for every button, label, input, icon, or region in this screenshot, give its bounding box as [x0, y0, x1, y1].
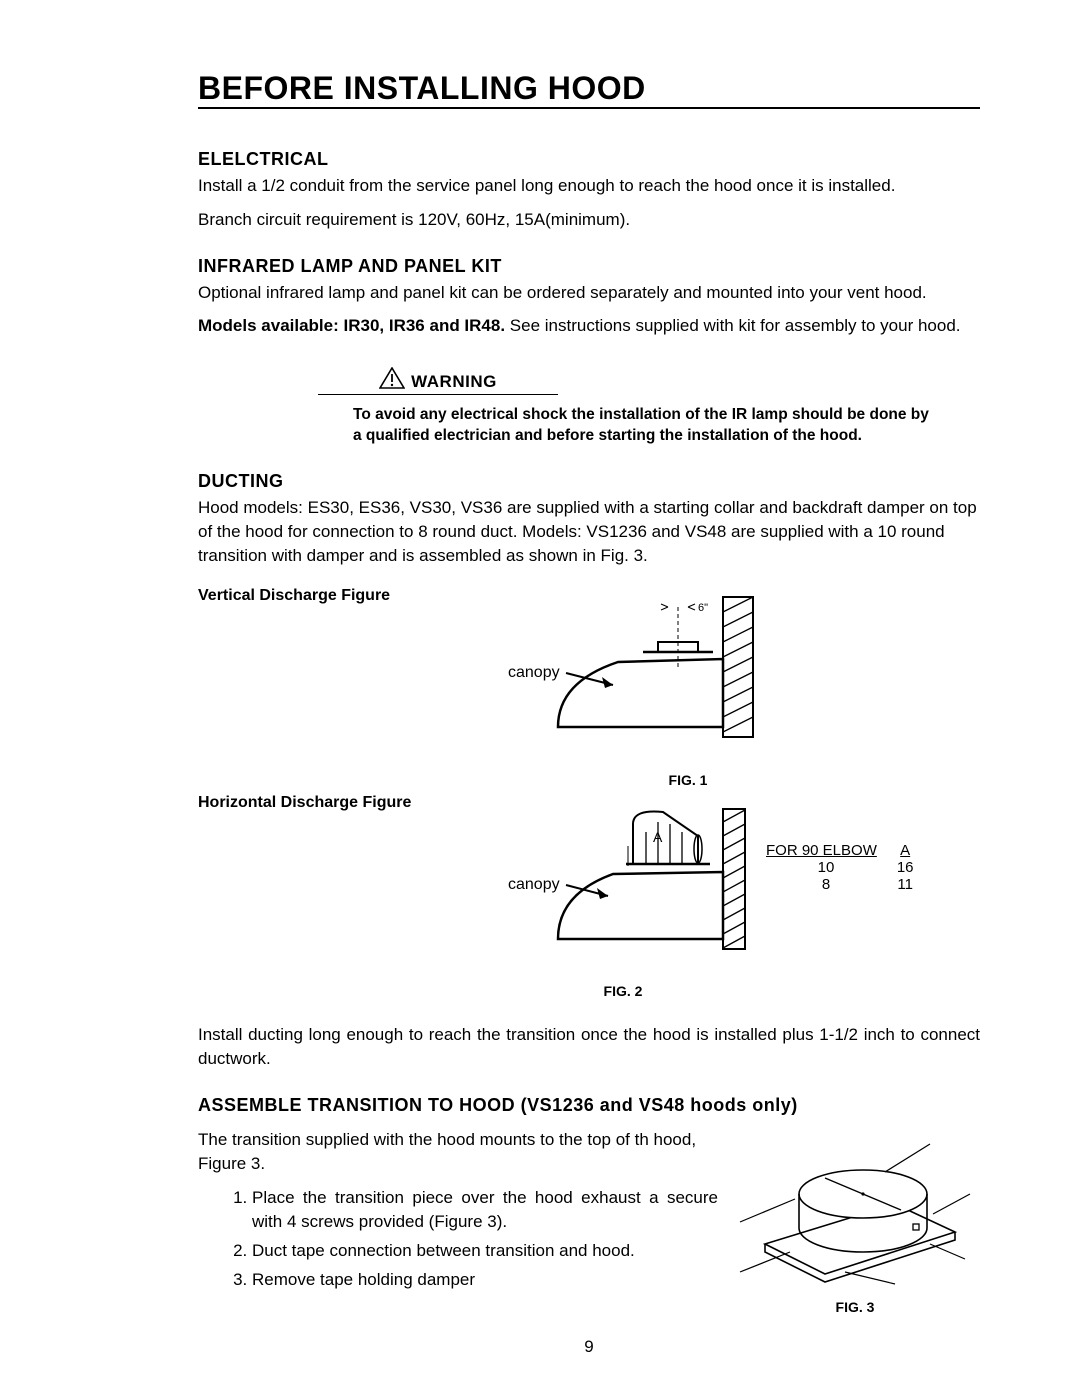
canopy-label-2: canopy — [508, 876, 560, 893]
canopy-label-1: canopy — [508, 664, 560, 681]
warning-body: To avoid any electrical shock the instal… — [353, 405, 933, 447]
title-rule: BEFORE INSTALLING HOOD — [198, 70, 980, 109]
assemble-row: The transition supplied with the hood mo… — [198, 1124, 980, 1315]
irkit-models: Models available: IR30, IR36 and IR48. — [198, 316, 505, 335]
fig3-diagram — [735, 1124, 975, 1294]
ducting-p1: Hood models: ES30, ES36, VS30, VS36 are … — [198, 496, 980, 567]
ducting-p2: Install ducting long enough to reach the… — [198, 1023, 980, 1071]
irkit-heading: INFRARED LAMP AND PANEL KIT — [198, 256, 980, 277]
a-label: A — [653, 829, 663, 845]
elbow-col1-header: FOR 90 ELBOW — [766, 842, 886, 859]
page-title: BEFORE INSTALLING HOOD — [198, 70, 980, 107]
elbow-r2c1: 8 — [766, 876, 886, 893]
warning-label: WARNING — [411, 372, 497, 392]
fig2-row: Horizontal Discharge Figure A — [198, 794, 980, 999]
page-number: 9 — [198, 1337, 980, 1357]
irkit-p2b: See instructions supplied with kit for a… — [505, 316, 960, 335]
fig1-diagram: 6" — [498, 587, 898, 767]
electrical-p2: Branch circuit requirement is 120V, 60Hz… — [198, 208, 980, 232]
assemble-step-1: Place the transition piece over the hood… — [252, 1186, 718, 1235]
fig1-caption: FIG. 1 — [558, 772, 818, 788]
fig1-row: Vertical Discharge Figure 6" — [198, 587, 980, 788]
elbow-r1c2: 16 — [890, 859, 920, 876]
irkit-p2: Models available: IR30, IR36 and IR48. S… — [198, 314, 980, 338]
fig2-diagram: A — [498, 794, 748, 974]
elbow-col2-header: A — [890, 842, 920, 859]
elbow-r2c2: 11 — [890, 876, 920, 893]
assemble-step-3: Remove tape holding damper — [252, 1268, 718, 1293]
elbow-r1c1: 10 — [766, 859, 886, 876]
vertical-discharge-label: Vertical Discharge Figure — [198, 587, 498, 605]
warning-triangle-icon — [379, 367, 405, 393]
elbow-table: FOR 90 ELBOW A 10 16 8 11 — [766, 842, 920, 893]
warning-bar: WARNING — [318, 366, 558, 395]
assemble-intro: The transition supplied with the hood mo… — [198, 1128, 718, 1176]
fig2-caption: FIG. 2 — [498, 983, 748, 999]
assemble-step-2: Duct tape connection between transition … — [252, 1239, 718, 1264]
electrical-heading: ELELCTRICAL — [198, 149, 980, 170]
ducting-heading: DUCTING — [198, 471, 980, 492]
electrical-p1: Install a 1/2 conduit from the service p… — [198, 174, 980, 198]
assemble-steps: Place the transition piece over the hood… — [198, 1186, 718, 1293]
irkit-p1: Optional infrared lamp and panel kit can… — [198, 281, 980, 305]
six-inch-label: 6" — [698, 602, 708, 614]
horizontal-discharge-label: Horizontal Discharge Figure — [198, 794, 498, 812]
fig3-caption: FIG. 3 — [730, 1299, 980, 1315]
assemble-heading: ASSEMBLE TRANSITION TO HOOD (VS1236 and … — [198, 1095, 980, 1116]
